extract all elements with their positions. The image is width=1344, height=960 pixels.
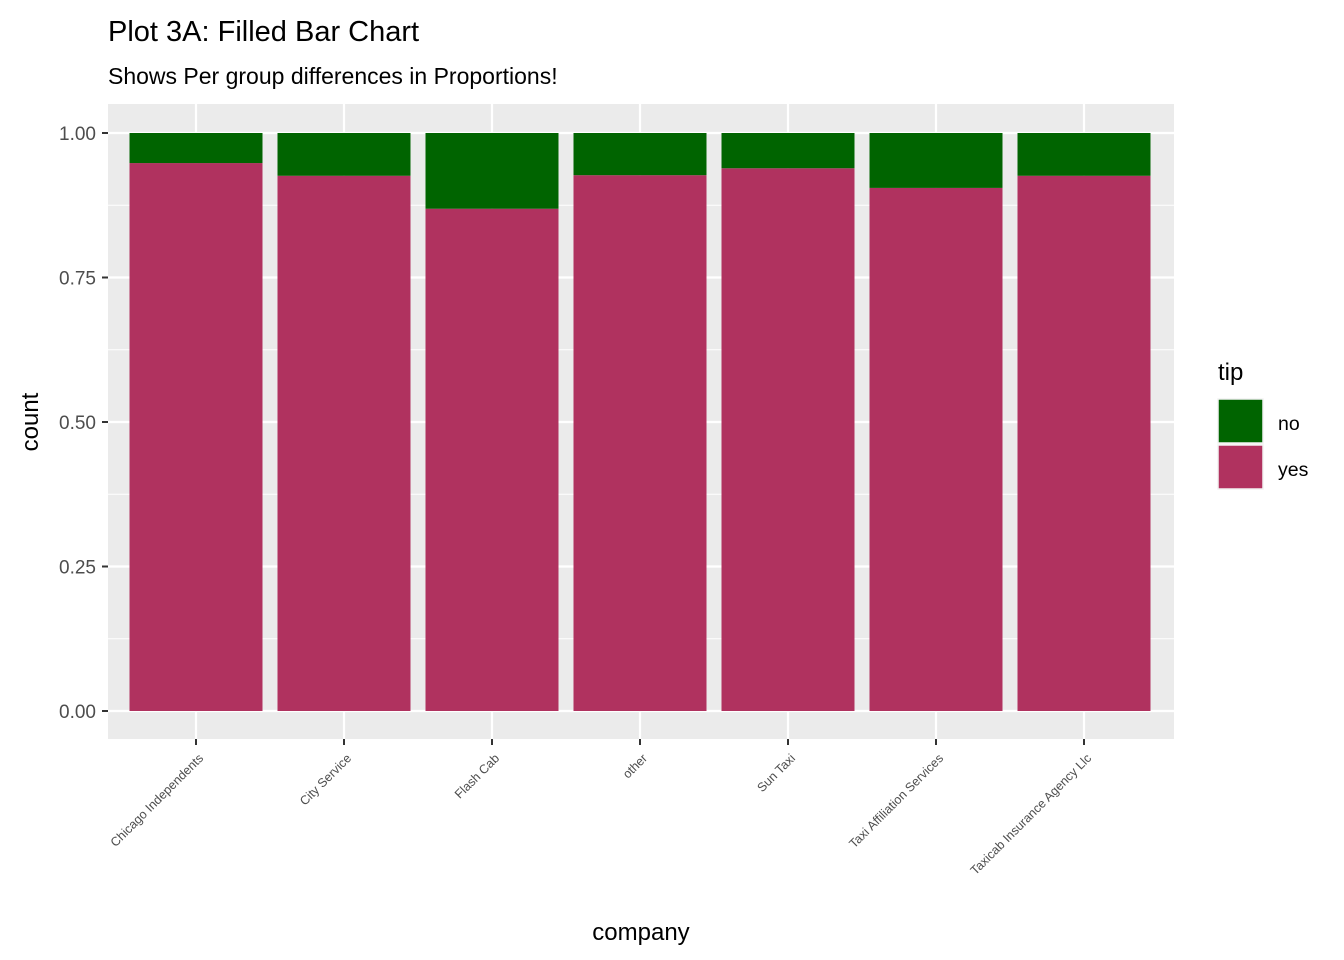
- bar-segment-yes: [1017, 175, 1151, 712]
- bar-segment-no: [425, 133, 559, 209]
- bar-segment-yes: [425, 208, 559, 711]
- x-tick-label: City Service: [297, 751, 354, 808]
- bar-segment-yes: [721, 168, 855, 711]
- x-tick-label: Sun Taxi: [754, 751, 798, 795]
- legend-key-yes: [1217, 444, 1264, 490]
- chart-title: Plot 3A: Filled Bar Chart: [108, 16, 419, 48]
- bar-segment-no: [277, 133, 411, 176]
- x-tick-label: other: [620, 751, 650, 781]
- bar-segment-no: [869, 133, 1003, 188]
- chart-subtitle: Shows Per group differences in Proportio…: [108, 63, 558, 89]
- bar-segment-no: [1017, 133, 1151, 176]
- legend-key-no: [1217, 398, 1264, 444]
- bar-segment-no: [129, 133, 263, 164]
- y-axis: 0.00 0.25 0.50 0.75 1.00: [59, 124, 108, 723]
- y-tick-label: 0.00: [59, 702, 96, 723]
- x-tick-label: Taxi Affiliation Services: [846, 751, 946, 851]
- bar-segment-yes: [129, 163, 263, 711]
- y-tick-label: 1.00: [59, 124, 96, 145]
- bar-segment-yes: [277, 175, 411, 712]
- bar-segment-yes: [869, 187, 1003, 711]
- y-tick-label: 0.75: [59, 269, 96, 290]
- bars: [129, 133, 1151, 712]
- y-axis-title: count: [17, 392, 44, 451]
- y-tick-label: 0.25: [59, 558, 96, 579]
- y-tick-label: 0.50: [59, 413, 96, 434]
- legend-title: tip: [1218, 359, 1243, 386]
- bar-segment-yes: [573, 175, 707, 712]
- legend-label-yes: yes: [1278, 459, 1309, 481]
- legend: tip no yes: [1217, 359, 1309, 490]
- x-axis-title: company: [592, 919, 689, 946]
- bar-segment-no: [721, 133, 855, 169]
- x-tick-label: Taxicab Insurance Agency Llc: [968, 751, 1094, 877]
- x-axis: Chicago Independents City Service Flash Ca…: [108, 739, 1094, 878]
- legend-label-no: no: [1278, 413, 1300, 435]
- x-tick-label: Chicago Independents: [108, 751, 206, 849]
- bar-segment-no: [573, 133, 707, 176]
- x-tick-label: Flash Cab: [452, 751, 502, 801]
